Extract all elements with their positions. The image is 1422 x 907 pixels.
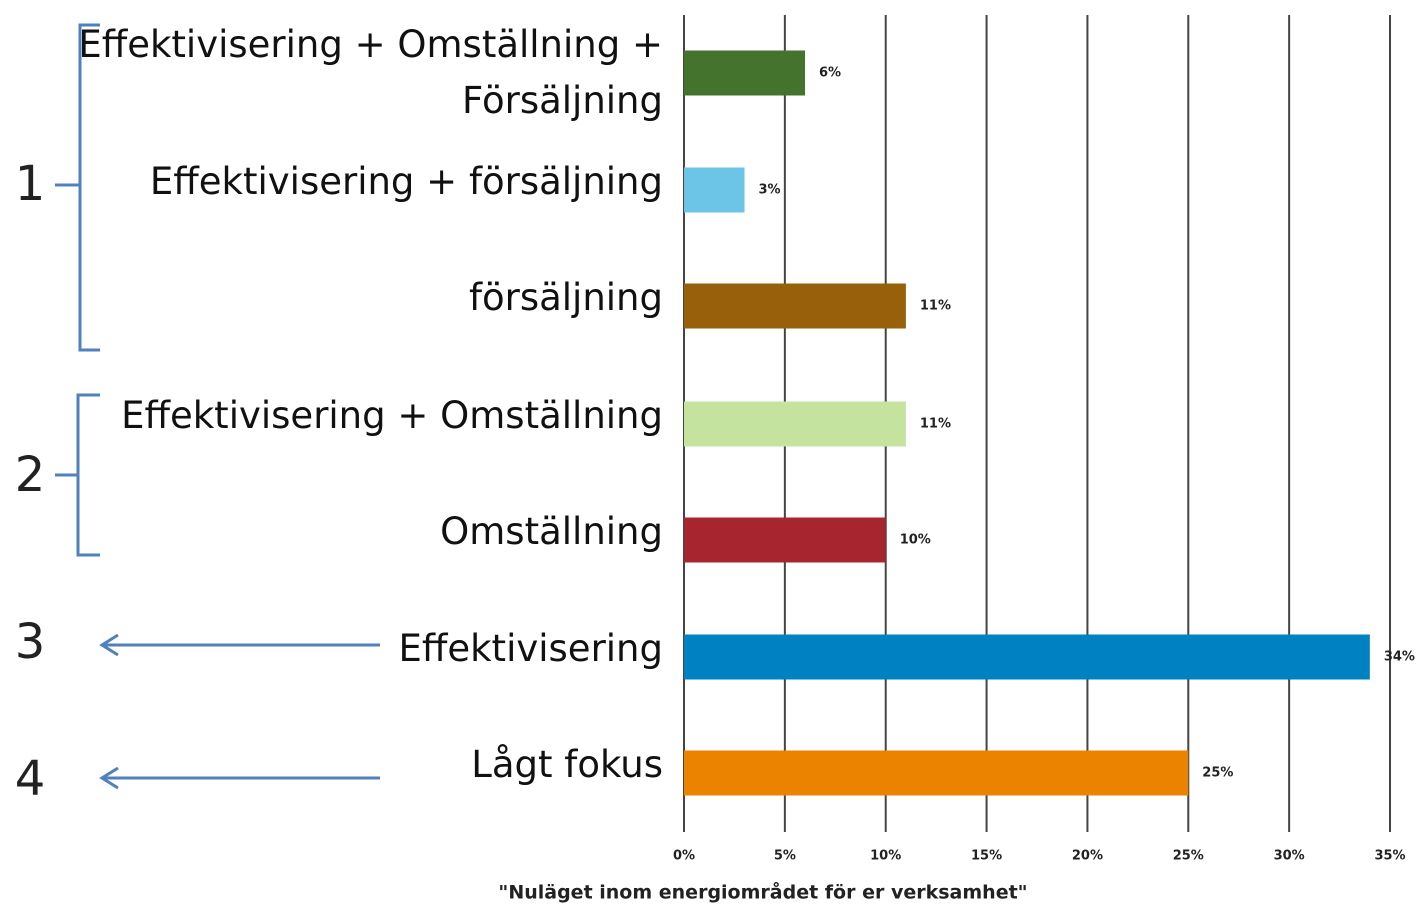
category-label: Effektivisering [398, 627, 664, 670]
group-label: 2 [15, 447, 46, 503]
x-tick-label: 35% [1374, 849, 1405, 864]
x-tick-label: 5% [774, 849, 796, 864]
arrow [99, 633, 380, 657]
x-tick-label: 30% [1274, 849, 1305, 864]
value-label: 6% [819, 66, 841, 81]
category-label: Omställning [440, 510, 663, 553]
value-label: 25% [1202, 766, 1233, 781]
bar [684, 401, 906, 447]
bar [684, 517, 886, 563]
group-brackets [55, 23, 380, 790]
category-label: Effektivisering + försäljning [149, 160, 663, 203]
bar [684, 750, 1189, 796]
value-label: 11% [920, 417, 951, 432]
bracket [55, 23, 100, 352]
value-label: 10% [900, 533, 931, 548]
category-label: Effektivisering + Omställning + Försäljn… [78, 23, 663, 122]
x-tick-label: 0% [673, 849, 695, 864]
bracket [55, 393, 100, 557]
x-axis-title: "Nuläget inom energiområdet för er verks… [498, 880, 1027, 904]
x-tick-label: 25% [1173, 849, 1204, 864]
bar [684, 167, 745, 213]
group-label: 1 [15, 156, 46, 212]
bar [684, 283, 906, 329]
value-label: 34% [1384, 650, 1415, 665]
arrow [99, 766, 380, 790]
x-tick-label: 15% [971, 849, 1002, 864]
x-tick-label: 10% [870, 849, 901, 864]
bar [684, 50, 806, 96]
group-label: 4 [15, 751, 46, 807]
value-label: 3% [759, 183, 781, 198]
bar [684, 634, 1370, 680]
category-label: Effektivisering + Omställning [121, 394, 663, 437]
x-tick-label: 20% [1072, 849, 1103, 864]
value-label: 11% [920, 299, 951, 314]
group-label: 3 [15, 614, 46, 670]
category-label: försäljning [468, 276, 663, 319]
category-label: Lågt fokus [471, 743, 663, 786]
